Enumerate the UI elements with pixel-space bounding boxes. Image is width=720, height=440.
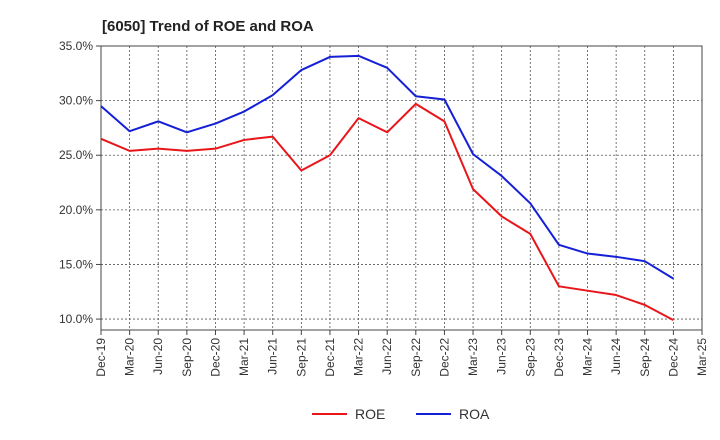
series-lines: [100, 54, 674, 322]
y-tick-label: 20.0%: [59, 203, 93, 217]
legend-label: ROA: [459, 406, 490, 422]
x-tick-label: Mar-21: [237, 338, 251, 376]
x-tick-label: Sep-22: [409, 338, 423, 377]
legend-label: ROE: [355, 406, 385, 422]
x-tick-label: Mar-20: [123, 338, 137, 376]
x-tick-label: Dec-22: [437, 338, 451, 377]
x-tick-label: Mar-23: [466, 338, 480, 376]
x-tick-label: Dec-20: [208, 338, 222, 377]
x-tick-label: Sep-23: [523, 338, 537, 377]
x-tick-label: Mar-25: [695, 338, 709, 376]
y-tick-label: 35.0%: [59, 39, 93, 53]
plot-area: [101, 46, 702, 330]
x-tick-label: Jun-22: [380, 338, 394, 375]
legend-item-roe: ROE: [312, 406, 385, 422]
chart-title: [6050] Trend of ROE and ROA: [102, 18, 314, 35]
x-tick-label: Dec-19: [94, 338, 108, 377]
x-tick-label: Dec-23: [552, 338, 566, 377]
legend-item-roa: ROA: [416, 406, 490, 422]
x-tick-label: Mar-24: [581, 338, 595, 376]
x-tick-label: Sep-21: [294, 338, 308, 377]
x-tick-label: Mar-22: [352, 338, 366, 376]
x-tick-label: Jun-21: [266, 338, 280, 375]
y-tick-label: 30.0%: [59, 94, 93, 108]
series-line-roe: [100, 102, 674, 322]
x-tick-label: Dec-21: [323, 338, 337, 377]
x-tick-label: Sep-20: [180, 338, 194, 377]
x-tick-label: Sep-24: [638, 338, 652, 377]
y-tick-label: 10.0%: [59, 312, 93, 326]
x-tick-label: Jun-20: [151, 338, 165, 375]
x-axis: Dec-19 Mar-20 Jun-20 Sep-20 Dec-20 Mar-21 Jun-…: [94, 330, 709, 377]
y-tick-label: 25.0%: [59, 148, 93, 162]
y-tick-label: 15.0%: [59, 257, 93, 271]
plot-frame: [100, 45, 703, 331]
x-tick-label: Dec-24: [666, 338, 680, 377]
legend: ROE ROA: [312, 406, 490, 422]
x-tick-label: Jun-23: [495, 338, 509, 375]
y-axis: 10.0% 15.0% 20.0% 25.0% 30.0% 35.0%: [59, 39, 101, 326]
series-line-roa: [100, 54, 674, 280]
x-tick-label: Jun-24: [609, 338, 623, 375]
